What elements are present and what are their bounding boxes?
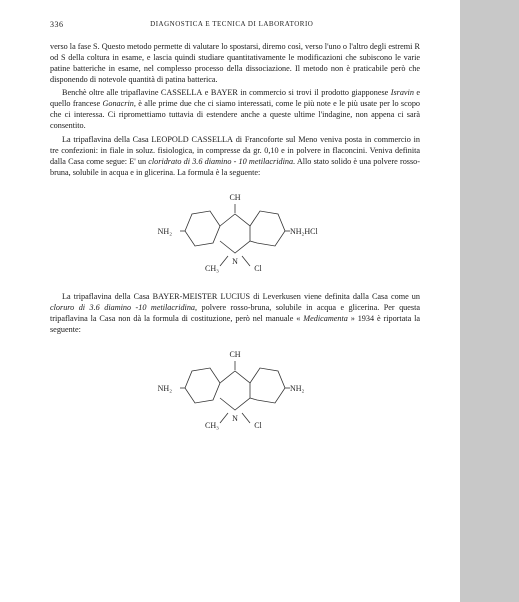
name-bayer-meister: BAYER-MEISTER LUCIUS (153, 292, 250, 301)
name-cassella: CASSELLA (161, 88, 202, 97)
chemical-structure-2: CH NH₂ NH₂ CH₃ N Cl (50, 343, 420, 438)
label-nh2-left: NH₂ (158, 227, 173, 236)
term-cloruro: cloruro di 3.6 diamino -10 metilacridina (50, 303, 195, 312)
label-n-2: N (232, 414, 238, 423)
label-n: N (232, 257, 238, 266)
term-cloridrato: cloridrato di 3.6 diamino - 10 metilacri… (148, 157, 293, 166)
page: 336 DIAGNOSTICA E TECNICA DI LABORATORIO… (0, 0, 460, 602)
manual-medicamenta: Medicamenta (303, 314, 348, 323)
label-nh2hcl: NH₂HCl (290, 227, 318, 236)
body-text-2: La tripaflavina della Casa BAYER-MEISTER… (50, 291, 420, 335)
running-head: DIAGNOSTICA E TECNICA DI LABORATORIO (64, 20, 401, 29)
paragraph-4: La tripaflavina della Casa BAYER-MEISTER… (50, 291, 420, 335)
product-gonacrin: Gonacrin (102, 99, 133, 108)
label-nh2-left-2: NH₂ (158, 384, 173, 393)
label-ch: CH (229, 193, 240, 202)
label-ch3: CH₃ (205, 264, 219, 273)
product-isravin: Isravin (391, 88, 414, 97)
chemical-structure-1: CH NH₂ NH₂HCl CH₃ N Cl (50, 186, 420, 281)
page-number: 336 (50, 20, 64, 29)
paragraph-2: Benchè oltre alle tripaflavine CASSELLA … (50, 87, 420, 131)
name-bayer: BAYER (211, 88, 238, 97)
label-cl-2: Cl (254, 421, 262, 430)
paragraph-1: verso la fase S. Questo metodo permette … (50, 41, 420, 85)
body-text: verso la fase S. Questo metodo permette … (50, 41, 420, 178)
label-nh2-right-2: NH₂ (290, 384, 305, 393)
paragraph-3: La tripaflavina della Casa LEOPOLD CASSE… (50, 134, 420, 178)
label-cl: Cl (254, 264, 262, 273)
label-ch3-2: CH₃ (205, 421, 219, 430)
page-header: 336 DIAGNOSTICA E TECNICA DI LABORATORIO (50, 20, 420, 29)
label-ch-2: CH (229, 350, 240, 359)
name-leopold-cassella: LEOPOLD CASSELLA (151, 135, 233, 144)
